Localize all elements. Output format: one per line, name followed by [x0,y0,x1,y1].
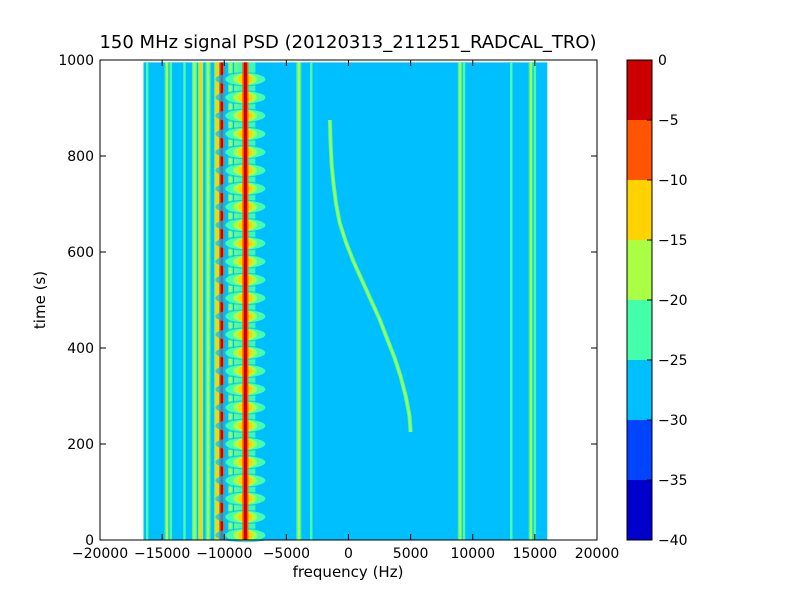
x-tick-label: 20000 [575,546,620,562]
y-axis-label: time (s) [31,271,49,329]
colorbar-band [627,120,652,180]
colorbar-band [627,60,652,120]
x-tick-label: 0 [344,546,353,562]
colorbar-tick-label: −5 [658,113,679,129]
colorbar-tick-label: −30 [658,413,688,429]
steady-line [297,62,300,541]
steady-line [510,62,513,541]
colorbar-tick-label: −25 [658,353,688,369]
x-tick-label: 10000 [450,546,495,562]
colorbar-tick-label: 0 [658,53,667,69]
x-tick-label: −15000 [134,546,190,562]
colorbar: −40 −35 −30 −25 −20 −15 −10 −5 0 [626,53,688,549]
steady-line [165,62,169,541]
x-axis-label: frequency (Hz) [293,563,404,581]
colorbar-tick-label: −20 [658,293,688,309]
steady-line [193,62,196,541]
steady-line [533,62,537,541]
x-tick-label: −5000 [263,546,310,562]
colorbar-tick-label: −40 [658,533,688,549]
chart-title: 150 MHz signal PSD (20120313_211251_RADC… [99,32,596,53]
spectrogram-image [143,62,548,543]
drifting-signal [328,119,412,433]
y-tick-label: 0 [85,533,94,549]
spectrogram-background [143,62,548,541]
colorbar-bands [627,60,652,540]
colorbar-tick-label: −35 [658,473,688,489]
colorbar-band [627,360,652,420]
colorbar-band [627,420,652,480]
colorbar-band [627,240,652,300]
steady-line [206,62,210,541]
y-tick-label: 400 [67,341,94,357]
colorbar-tick-label: −15 [658,233,688,249]
steady-line [146,62,149,541]
x-tick-label: 5000 [393,546,429,562]
y-tick-label: 200 [67,437,94,453]
x-tick-label: −20000 [72,546,128,562]
colorbar-band [627,180,652,240]
y-tick-label: 800 [67,149,94,165]
carrier-line [243,62,247,541]
steady-line [199,62,202,541]
colorbar-band [627,480,652,540]
steady-line [183,62,186,541]
x-tick-label: −10000 [196,546,252,562]
steady-line [462,62,466,541]
y-tick-label: 1000 [58,53,94,69]
y-axis-ticks: 0 200 400 600 800 1000 [58,53,597,549]
steady-line [529,62,533,541]
spectrogram-plot-area: −20000 −15000 −10000 −5000 0 5000 10000 15000 20… [58,53,619,562]
x-axis-ticks: −20000 −15000 −10000 −5000 0 5000 10000 15000 20… [72,60,619,562]
steady-line [310,62,313,541]
colorbar-ticks: −40 −35 −30 −25 −20 −15 −10 −5 0 [647,53,688,549]
steady-line [215,62,218,541]
steady-line [169,62,173,541]
colorbar-band [627,300,652,360]
y-tick-label: 600 [67,245,94,261]
x-tick-label: 15000 [513,546,558,562]
steady-line [459,62,462,541]
colorbar-tick-label: −10 [658,173,688,189]
